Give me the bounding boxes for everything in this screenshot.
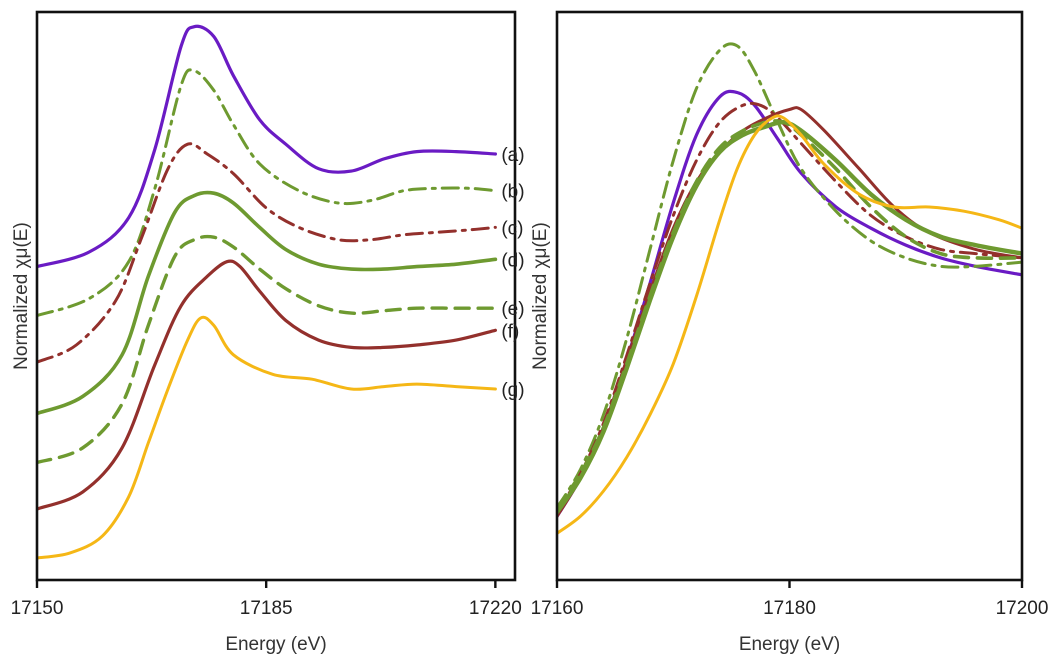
x-tick-label: 17200 [996,598,1049,619]
curve-label: (b) [501,182,524,203]
x-axis-label: Energy (eV) [225,634,326,654]
x-tick-label: 17160 [531,598,584,619]
x-tick-label: 17220 [469,598,522,619]
series-group [557,42,1022,535]
curve-label: (e) [501,299,524,320]
curve-label: (f) [501,321,519,342]
series-line-left-7 [37,315,497,560]
curve-label: (g) [501,380,524,401]
series-line-right-7 [557,114,1022,535]
curve-label: (d) [501,250,524,271]
plot-frame [35,10,517,582]
series-line-right-3 [557,101,1022,514]
series-line-left-1 [37,24,497,269]
series-line-right-6 [557,119,1022,510]
left-chart-panel: 17150 17185 17220 Energy (eV) Normalized χμ(… [11,10,525,654]
right-chart-panel: 17160 17180 17200 Energy (eV) Normalized χμ(… [530,10,1049,654]
x-tick-label: 17180 [763,598,816,619]
series-line-left-5 [37,234,498,465]
curve-label: (a) [501,145,524,166]
series-line-left-6 [37,259,497,511]
curve-label: (c) [501,218,523,239]
x-axis-label: Energy (eV) [739,634,840,654]
series-line-left-4 [37,190,498,416]
series-line-right-2 [557,42,1022,510]
y-axis-label: Normalized χμ(E) [11,222,32,370]
x-tick-label: 17150 [11,598,64,619]
series-group [37,24,498,560]
series-line-left-2 [37,68,497,318]
x-tick-label: 17185 [240,598,293,619]
series-line-right-5 [557,119,1022,515]
series-line-left-3 [37,142,497,364]
y-axis-label: Normalized χμ(E) [530,222,551,370]
series-line-right-1 [557,89,1022,518]
plot-frame [555,10,1024,582]
